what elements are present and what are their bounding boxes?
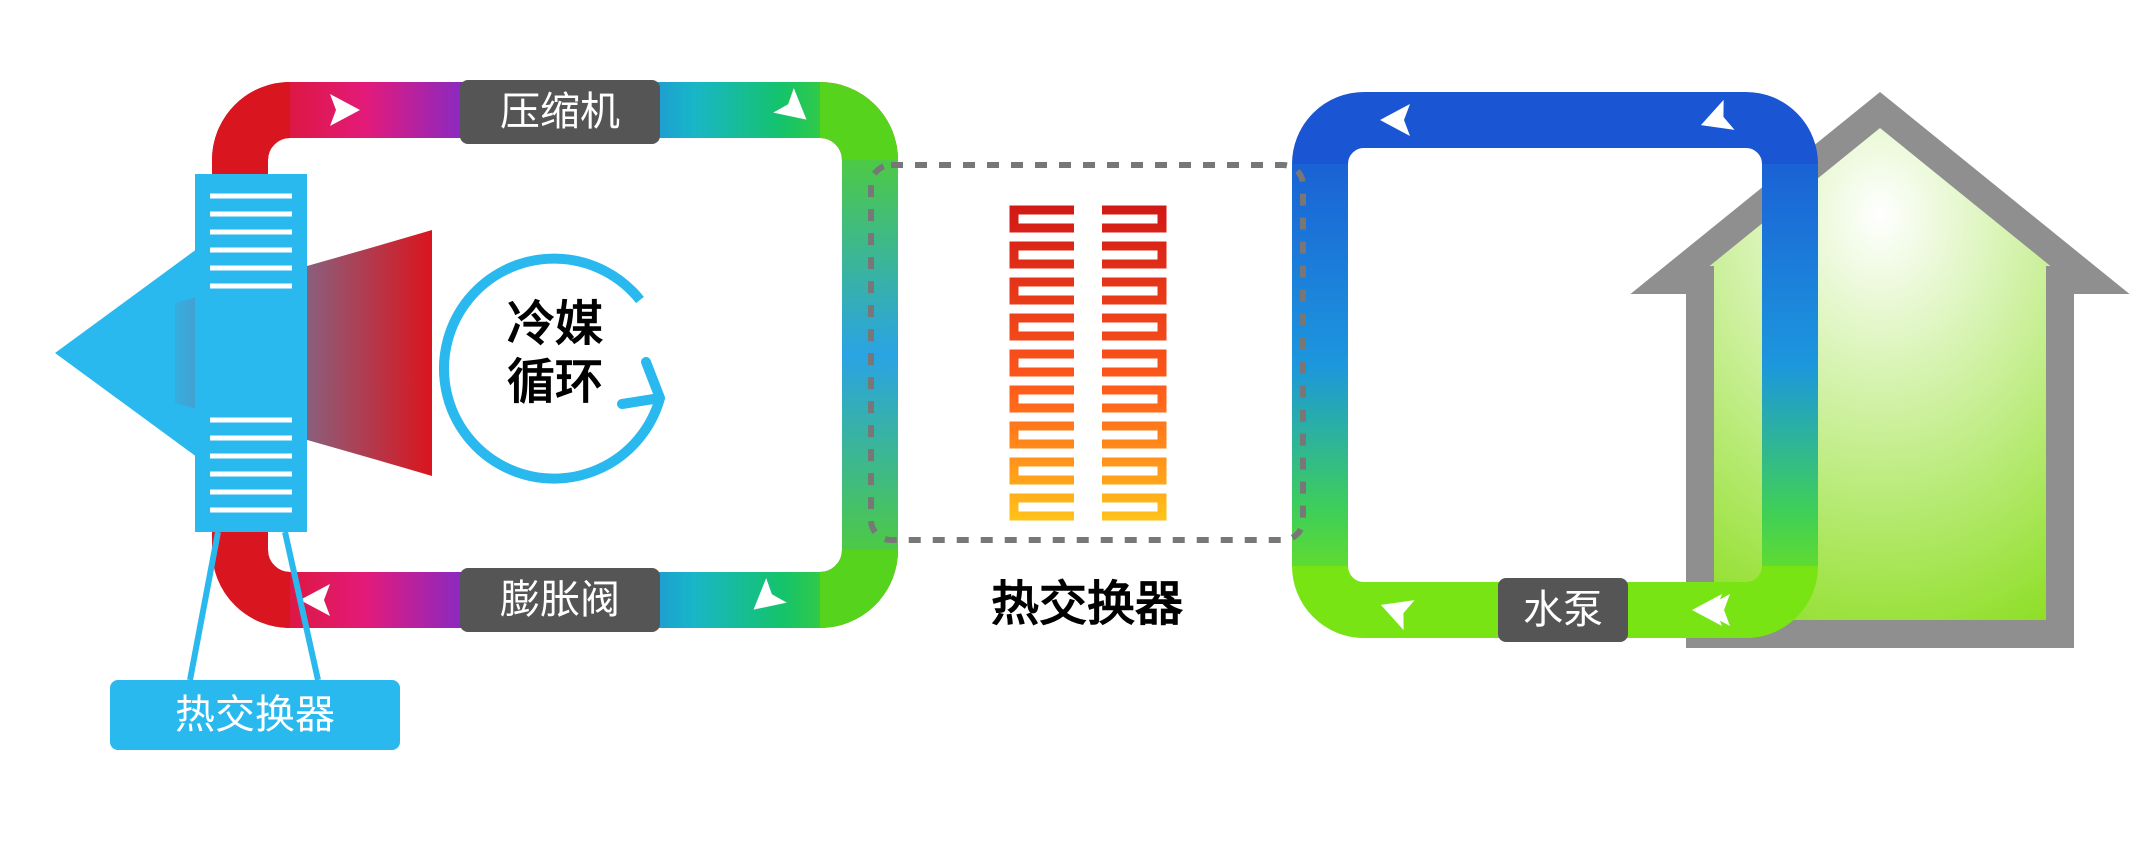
- expansion-valve-label-text: 膨胀阀: [500, 578, 620, 622]
- refrigerant-cycle-line1: 冷媒: [507, 298, 604, 351]
- diagram-svg: 压缩机 膨胀阀 水泵 热交换器 冷媒 循环 热交换器: [0, 0, 2147, 840]
- compressor-label: 压缩机: [460, 80, 660, 144]
- refrigerant-cycle-label: 冷媒 循环: [507, 298, 604, 409]
- heat-exchanger-dashed-box: [871, 165, 1303, 540]
- water-pump-label-text: 水泵: [1523, 588, 1603, 632]
- house-icon: [1670, 110, 2090, 634]
- center-heat-exchanger-label: 热交换器: [991, 578, 1184, 631]
- left-heat-exchanger-label-text: 热交换器: [175, 693, 335, 737]
- expansion-valve-label: 膨胀阀: [460, 568, 660, 632]
- left-heat-exchanger-label: 热交换器: [110, 680, 400, 750]
- water-pump-label: 水泵: [1498, 578, 1628, 642]
- compressor-label-text: 压缩机: [500, 90, 620, 134]
- heat-exchanger-coil-icon: [1014, 210, 1162, 516]
- refrigerant-cycle-line2: 循环: [507, 356, 603, 409]
